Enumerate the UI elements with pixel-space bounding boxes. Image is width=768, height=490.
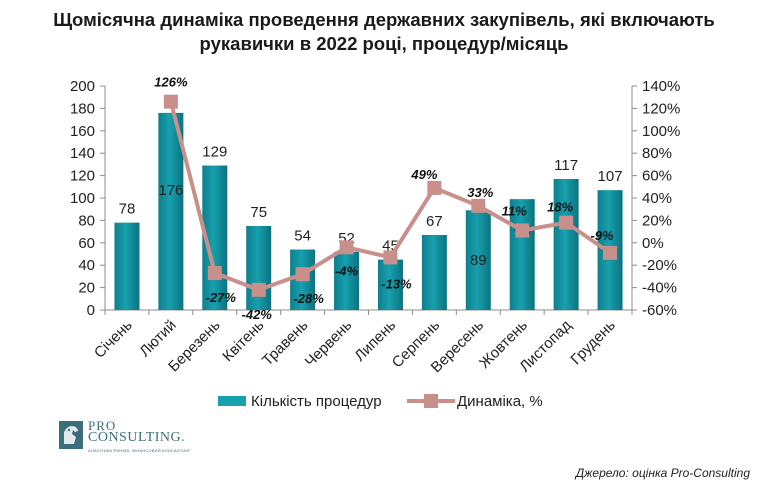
bar xyxy=(334,251,360,310)
line-value-label: 126% xyxy=(154,75,188,90)
bar-value-label: 107 xyxy=(598,168,623,185)
bar-value-label: 67 xyxy=(426,213,443,230)
y-tick-label: 20 xyxy=(78,280,95,297)
x-category-label: Лютий xyxy=(136,317,179,360)
y2-tick-label: 40% xyxy=(642,190,672,207)
bar-value-label: 129 xyxy=(202,144,227,161)
line-point-marker xyxy=(471,198,486,213)
y-tick-label: 60 xyxy=(78,235,95,252)
bar xyxy=(465,210,491,310)
y-tick-label: 180 xyxy=(70,100,95,117)
bar xyxy=(158,112,184,310)
legend-bar-label: Кількість процедур xyxy=(251,393,382,410)
bar-value-label: 89 xyxy=(470,252,487,269)
y2-tick-label: -60% xyxy=(642,302,677,319)
line-value-label: -4% xyxy=(335,263,359,278)
line-point-marker xyxy=(339,240,354,255)
y-tick-label: 200 xyxy=(70,78,95,95)
logo-consulting-text: CONSULTING. xyxy=(88,430,186,445)
y2-tick-label: 100% xyxy=(642,123,680,140)
line-value-label: 49% xyxy=(410,167,437,182)
legend-bar-swatch xyxy=(218,396,246,406)
line-point-marker xyxy=(383,250,398,265)
line-point-marker xyxy=(163,94,178,109)
line-value-label: -27% xyxy=(206,290,237,305)
y2-tick-label: 120% xyxy=(642,100,680,117)
line-value-label: -13% xyxy=(381,276,412,291)
bar-value-label: 78 xyxy=(119,201,136,218)
legend-line-marker xyxy=(424,394,438,408)
y2-tick-label: -40% xyxy=(642,280,677,297)
bar xyxy=(421,234,447,310)
source-note: Джерело: оцінка Pro-Consulting xyxy=(575,466,750,480)
x-category-label: Січень xyxy=(91,317,136,362)
chart-title-line-1: Щомісячна динаміка проведення державних … xyxy=(53,9,715,30)
legend-line-label: Динаміка, % xyxy=(457,393,543,410)
bar xyxy=(553,178,579,310)
line-value-label: -28% xyxy=(293,291,324,306)
logo-emblem-icon xyxy=(59,421,83,449)
line-point-marker xyxy=(603,245,618,260)
pro-consulting-logo: PRO CONSULTING. АНАЛІТИКА РИНКІВ, ФІНАНС… xyxy=(58,418,198,454)
line-point-marker xyxy=(251,282,266,297)
y-tick-label: 160 xyxy=(70,123,95,140)
bar-value-label: 54 xyxy=(294,228,311,245)
chart-title-line-2: рукавички в 2022 році, процедур/місяць xyxy=(199,33,569,54)
logo-pro-text: PRO xyxy=(88,418,117,433)
y2-tick-label: 60% xyxy=(642,168,672,185)
y-tick-label: 100 xyxy=(70,190,95,207)
y-tick-label: 120 xyxy=(70,168,95,185)
line-point-marker xyxy=(427,180,442,195)
line-value-label: 11% xyxy=(502,203,527,218)
logo-tagline: АНАЛІТИКА РИНКІВ, ФІНАНСОВИЙ КОНСАЛТИНГ xyxy=(88,448,191,453)
line-value-label: 33% xyxy=(467,185,493,200)
bar xyxy=(377,259,403,310)
y2-tick-label: 80% xyxy=(642,145,672,162)
line-point-marker xyxy=(295,267,310,282)
y2-tick-label: -20% xyxy=(642,257,677,274)
bar xyxy=(246,226,272,310)
bar-value-label: 117 xyxy=(554,157,578,174)
line-point-marker xyxy=(515,223,530,238)
y-tick-label: 0 xyxy=(87,302,95,319)
line-point-marker xyxy=(207,266,222,281)
y2-tick-label: 20% xyxy=(642,212,672,229)
x-category-label: Червень xyxy=(302,317,356,371)
x-category-label: Грудень xyxy=(567,317,619,369)
y2-tick-label: 140% xyxy=(642,78,680,95)
line-value-label: -9% xyxy=(590,228,614,243)
bar-value-label: 176 xyxy=(158,182,183,199)
y2-tick-label: 0% xyxy=(642,235,664,252)
line-value-label: -42% xyxy=(242,307,273,322)
bar xyxy=(114,222,140,310)
bar xyxy=(509,199,535,310)
y-tick-label: 40 xyxy=(78,257,95,274)
line-value-label: 18% xyxy=(547,200,573,215)
y-tick-label: 80 xyxy=(78,212,95,229)
y-tick-label: 140 xyxy=(70,145,95,162)
chart-title: Щомісячна динаміка проведення державних … xyxy=(0,8,768,56)
line-point-marker xyxy=(559,215,574,230)
bar-value-label: 75 xyxy=(250,204,267,221)
